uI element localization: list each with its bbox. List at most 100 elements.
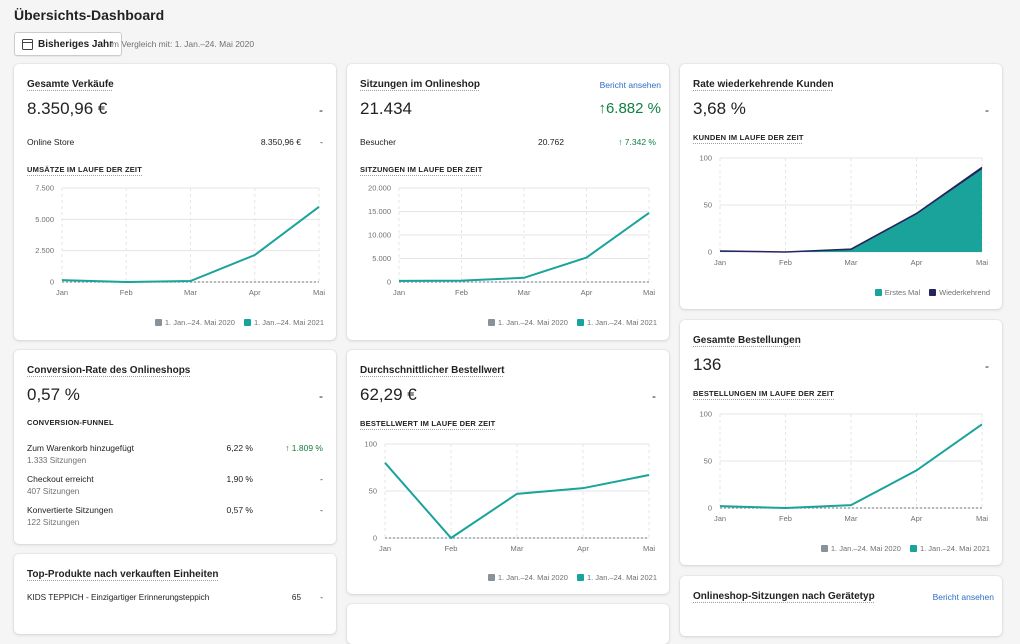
- orders-legend: 1. Jan.–24. Mai 2020 1. Jan.–24. Mai 202…: [820, 544, 990, 553]
- view-report-link[interactable]: Bericht ansehen: [932, 592, 994, 602]
- returning-customers-card: Rate wiederkehrende Kunden 3,68 % - KUND…: [680, 64, 1002, 309]
- conversion-value: 0,57 %: [27, 385, 80, 404]
- returning-chart: 0 50 100 Jan Feb Mar Apr Mai: [699, 154, 988, 268]
- x-tick-label: Mai: [313, 288, 325, 297]
- x-tick-label: Mar: [184, 288, 197, 297]
- chart-label[interactable]: BESTELLWERT IM LAUFE DER ZEIT: [360, 419, 496, 428]
- x-tick-label: Apr: [911, 514, 923, 523]
- funnel-row-label: Konvertierte Sitzungen: [27, 505, 113, 515]
- orders-change: -: [985, 359, 989, 373]
- conversion-change: -: [319, 389, 323, 403]
- aov-change: -: [652, 389, 656, 403]
- funnel-row-label: Zum Warenkorb hinzugefügt: [27, 443, 134, 453]
- funnel-row-label: Checkout erreicht: [27, 474, 94, 484]
- funnel-row-change: -: [320, 474, 323, 484]
- area-first-time: [720, 169, 982, 252]
- card-title[interactable]: Conversion-Rate des Onlineshops: [27, 365, 191, 376]
- funnel-row-pct: 6,22 %: [226, 443, 253, 453]
- sessions-chart: 0 5.000 10.000 15.000 20.000 Jan Feb Mar Apr Mai: [368, 184, 655, 298]
- y-tick-label: 5.000: [35, 215, 54, 224]
- x-tick-label: Apr: [249, 288, 261, 297]
- y-tick-label: 5.000: [372, 254, 391, 263]
- x-tick-label: Apr: [577, 544, 589, 553]
- y-tick-label: 2.500: [35, 246, 54, 255]
- x-tick-label: Mar: [518, 288, 531, 297]
- aov-chart: 0 50 100 Jan Feb Mar Apr Mai: [364, 440, 655, 554]
- x-tick-label: Feb: [455, 288, 468, 297]
- x-tick-label: Mai: [976, 514, 988, 523]
- product-change: -: [320, 593, 323, 602]
- line-current-period: [719, 423, 983, 510]
- card-title[interactable]: Top-Produkte nach verkauften Einheiten: [27, 569, 219, 580]
- legend-previous: 1. Jan.–24. Mai 2020: [487, 573, 568, 582]
- y-tick-label: 20.000: [368, 184, 391, 193]
- card-title[interactable]: Gesamte Verkäufe: [27, 79, 114, 90]
- sessions-change: ↑6.882 %: [598, 100, 661, 117]
- funnel-row-pct: 0,57 %: [226, 505, 253, 515]
- chart-label[interactable]: SITZUNGEN IM LAUFE DER ZEIT: [360, 165, 483, 174]
- sales-chart: 0 2.500 5.000 7.500 Jan Feb Mar Apr Mai: [35, 184, 325, 298]
- x-tick-label: Mar: [511, 544, 524, 553]
- legend-current: 1. Jan.–24. Mai 2021: [576, 573, 657, 582]
- funnel-row: Checkout erreicht 407 Sitzungen 1,90 % -: [27, 474, 323, 496]
- line-current-period: [398, 212, 650, 282]
- x-tick-label: Mar: [845, 258, 858, 267]
- y-tick-label: 100: [699, 410, 712, 419]
- returning-value: 3,68 %: [693, 99, 746, 118]
- line-returning: [719, 166, 983, 253]
- funnel-row-sessions: 122 Sitzungen: [27, 518, 80, 527]
- orders-card: Gesamte Bestellungen 136 - BESTELLUNGEN …: [680, 320, 1002, 565]
- y-tick-label: 15.000: [368, 207, 391, 216]
- funnel-row-sessions: 1.333 Sitzungen: [27, 456, 87, 465]
- x-tick-label: Jan: [714, 258, 726, 267]
- aov-legend: 1. Jan.–24. Mai 2020 1. Jan.–24. Mai 202…: [487, 573, 657, 582]
- sessions-row-visitors: Besucher 20.762 ↑ 7.342 %: [360, 137, 656, 147]
- legend-previous: 1. Jan.–24. Mai 2020: [487, 318, 568, 327]
- row-label: Besucher: [360, 137, 396, 147]
- funnel-row: Konvertierte Sitzungen 122 Sitzungen 0,5…: [27, 505, 323, 527]
- sessions-legend: 1. Jan.–24. Mai 2020 1. Jan.–24. Mai 202…: [487, 318, 657, 327]
- product-row[interactable]: KIDS TEPPICH - Einzigartiger Erinnerungs…: [27, 593, 323, 602]
- y-tick-label: 100: [364, 440, 377, 449]
- chart-label[interactable]: UMSÄTZE IM LAUFE DER ZEIT: [27, 165, 142, 174]
- view-report-link[interactable]: Bericht ansehen: [599, 80, 661, 90]
- card-title[interactable]: Durchschnittlicher Bestellwert: [360, 365, 505, 376]
- chart-label[interactable]: BESTELLUNGEN IM LAUFE DER ZEIT: [693, 389, 834, 398]
- sales-value: 8.350,96 €: [27, 99, 108, 118]
- x-tick-label: Mai: [976, 258, 988, 267]
- card-title[interactable]: Rate wiederkehrende Kunden: [693, 79, 834, 90]
- sales-change: -: [319, 103, 323, 117]
- compare-text: im Vergleich mit: 1. Jan.–24. Mai 2020: [110, 39, 255, 49]
- page-title: Übersichts-Dashboard: [14, 7, 165, 23]
- aov-value: 62,29 €: [360, 385, 417, 404]
- row-change: ↑ 7.342 %: [618, 137, 656, 147]
- row-value: 20.762: [538, 137, 564, 147]
- conversion-card: Conversion-Rate des Onlineshops 0,57 % -…: [14, 350, 336, 544]
- device-sessions-card: Onlineshop-Sitzungen nach Gerätetyp Beri…: [680, 576, 1002, 636]
- funnel-row-pct: 1,90 %: [226, 474, 253, 484]
- x-tick-label: Apr: [581, 288, 593, 297]
- card-title[interactable]: Onlineshop-Sitzungen nach Gerätetyp: [693, 591, 875, 602]
- returning-legend: Erstes Mal Wiederkehrend: [874, 288, 990, 297]
- card-title[interactable]: Sitzungen im Onlineshop: [360, 79, 480, 90]
- row-change: -: [320, 137, 323, 147]
- calendar-icon: [22, 38, 33, 50]
- y-tick-label: 7.500: [35, 184, 54, 193]
- date-range-label: Bisheriges Jahr: [38, 38, 114, 50]
- x-tick-label: Jan: [714, 514, 726, 523]
- chart-label[interactable]: KUNDEN IM LAUFE DER ZEIT: [693, 133, 804, 142]
- x-tick-label: Jan: [393, 288, 405, 297]
- legend-first-time: Erstes Mal: [874, 288, 920, 297]
- product-units: 65: [291, 593, 301, 602]
- line-current-period: [384, 462, 650, 540]
- next-card: [347, 604, 669, 644]
- date-range-button[interactable]: Bisheriges Jahr: [14, 32, 123, 56]
- aov-card: Durchschnittlicher Bestellwert 62,29 € -…: [347, 350, 669, 594]
- funnel-row: Zum Warenkorb hinzugefügt 1.333 Sitzunge…: [27, 443, 323, 465]
- x-tick-label: Feb: [120, 288, 133, 297]
- card-title[interactable]: Gesamte Bestellungen: [693, 335, 801, 346]
- sessions-card: Sitzungen im Onlineshop Bericht ansehen …: [347, 64, 669, 340]
- y-tick-label: 100: [699, 154, 712, 163]
- legend-current: 1. Jan.–24. Mai 2021: [243, 318, 324, 327]
- sessions-value: 21.434: [360, 99, 412, 118]
